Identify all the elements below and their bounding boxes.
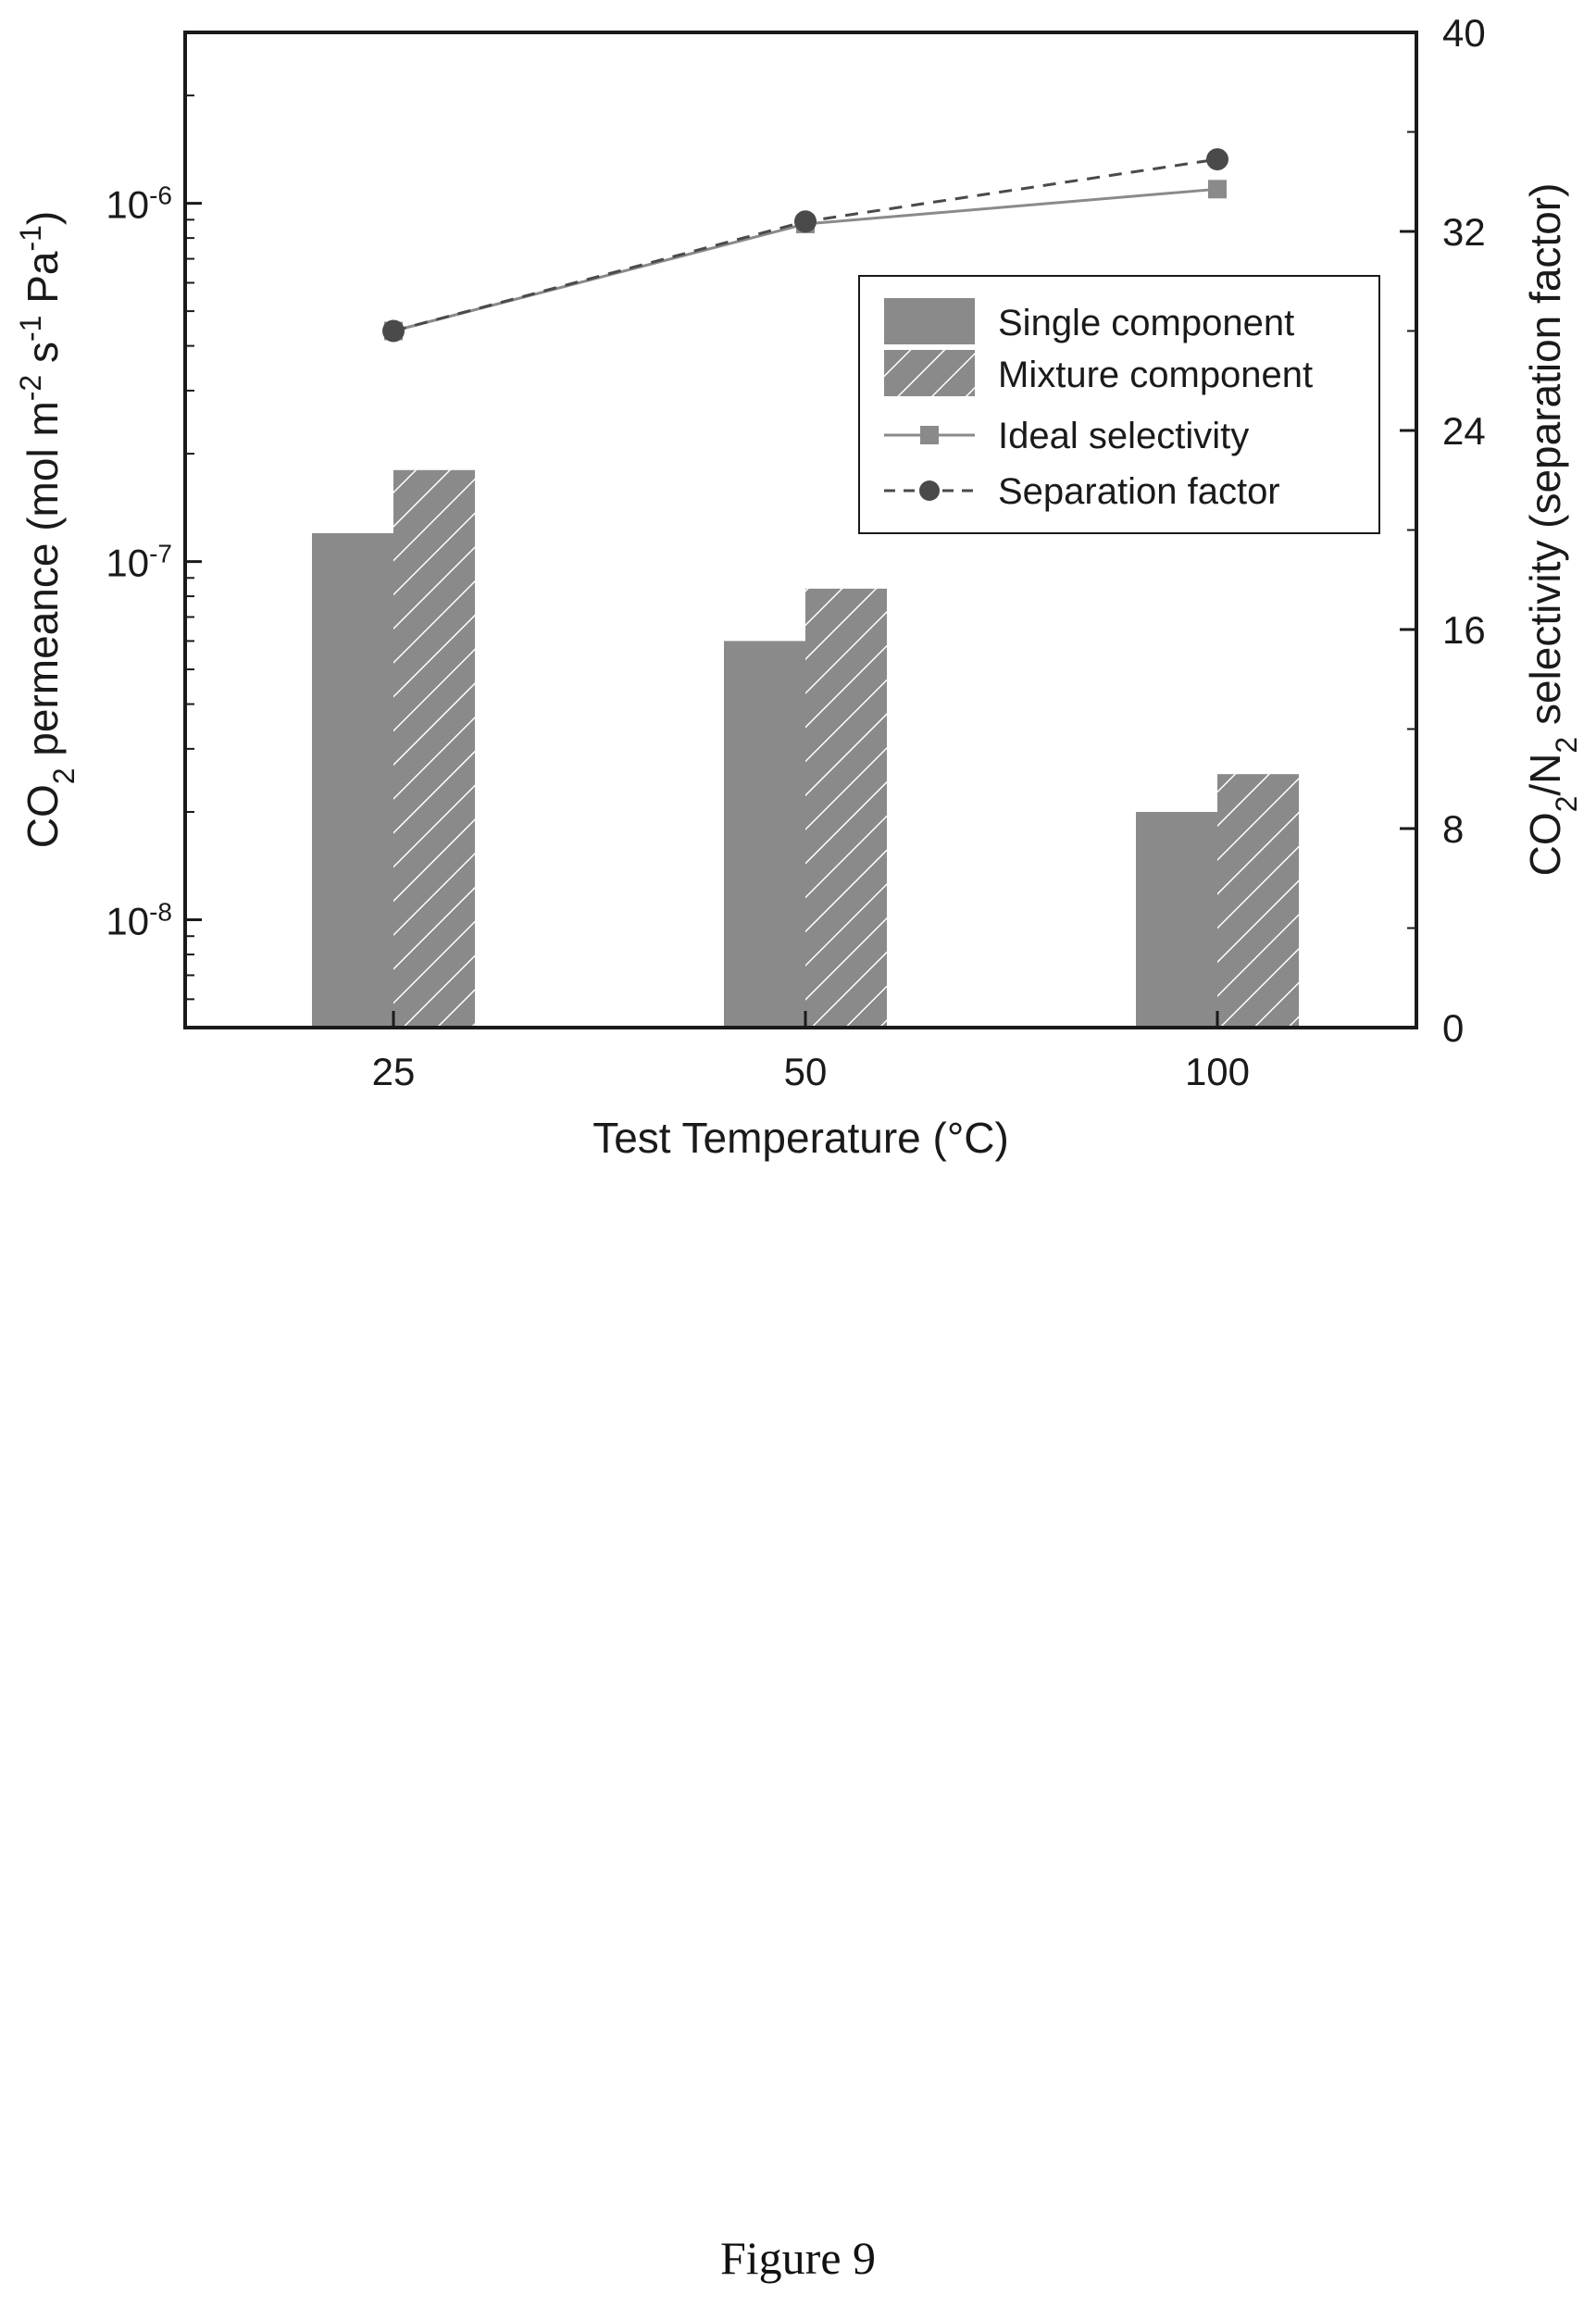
x-tick-label: 50: [784, 1050, 828, 1093]
right-tick-label: 8: [1442, 807, 1464, 851]
right-tick-label: 24: [1442, 409, 1486, 453]
left-tick-label: 10-8: [106, 897, 172, 943]
legend-label-mixture: Mixture component: [998, 355, 1313, 395]
x-axis-title: Test Temperature (°C): [592, 1114, 1009, 1162]
marker-separation-100: [1206, 148, 1228, 170]
bar-single-50: [724, 641, 805, 1028]
x-tick-label: 100: [1185, 1050, 1250, 1093]
legend-swatch-mixture: [884, 350, 975, 396]
legend-marker-ideal: [920, 426, 939, 444]
chart: 10-8 10-7 10-6 0 8 16 24 32 40 25 50 100 Test Tempe…: [0, 0, 1596, 1203]
right-tick-label: 40: [1442, 11, 1486, 55]
marker-separation-25: [382, 320, 405, 343]
right-tick-label: 32: [1442, 210, 1486, 254]
marker-ideal-100: [1208, 180, 1227, 198]
right-axis-title: CO2/N2 selectivity (separation factor): [1521, 183, 1583, 877]
right-tick-label: 16: [1442, 608, 1486, 652]
bar-mixture-100: [1217, 774, 1299, 1028]
bar-mixture-25: [393, 470, 475, 1028]
legend-marker-separation: [919, 480, 940, 501]
bar-single-25: [312, 533, 393, 1028]
left-tick-label: 10-6: [106, 181, 172, 227]
legend: Single component Mixture component Ideal…: [859, 276, 1379, 533]
bars-layer: [312, 470, 1299, 1028]
bar-mixture-50: [805, 589, 887, 1028]
legend-label-ideal: Ideal selectivity: [998, 416, 1249, 456]
left-axis-title: CO2 permeance (mol m-2 s-1 Pa-1): [14, 211, 81, 849]
right-tick-label: 0: [1442, 1006, 1464, 1050]
legend-swatch-single: [884, 298, 975, 344]
left-tick-label: 10-7: [106, 539, 172, 585]
figure-caption: Figure 9: [0, 2231, 1596, 2285]
legend-label-single: Single component: [998, 303, 1294, 343]
x-tick-label: 25: [372, 1050, 416, 1093]
marker-separation-50: [794, 210, 817, 232]
legend-label-separation: Separation factor: [998, 471, 1280, 512]
bar-single-100: [1136, 812, 1217, 1028]
